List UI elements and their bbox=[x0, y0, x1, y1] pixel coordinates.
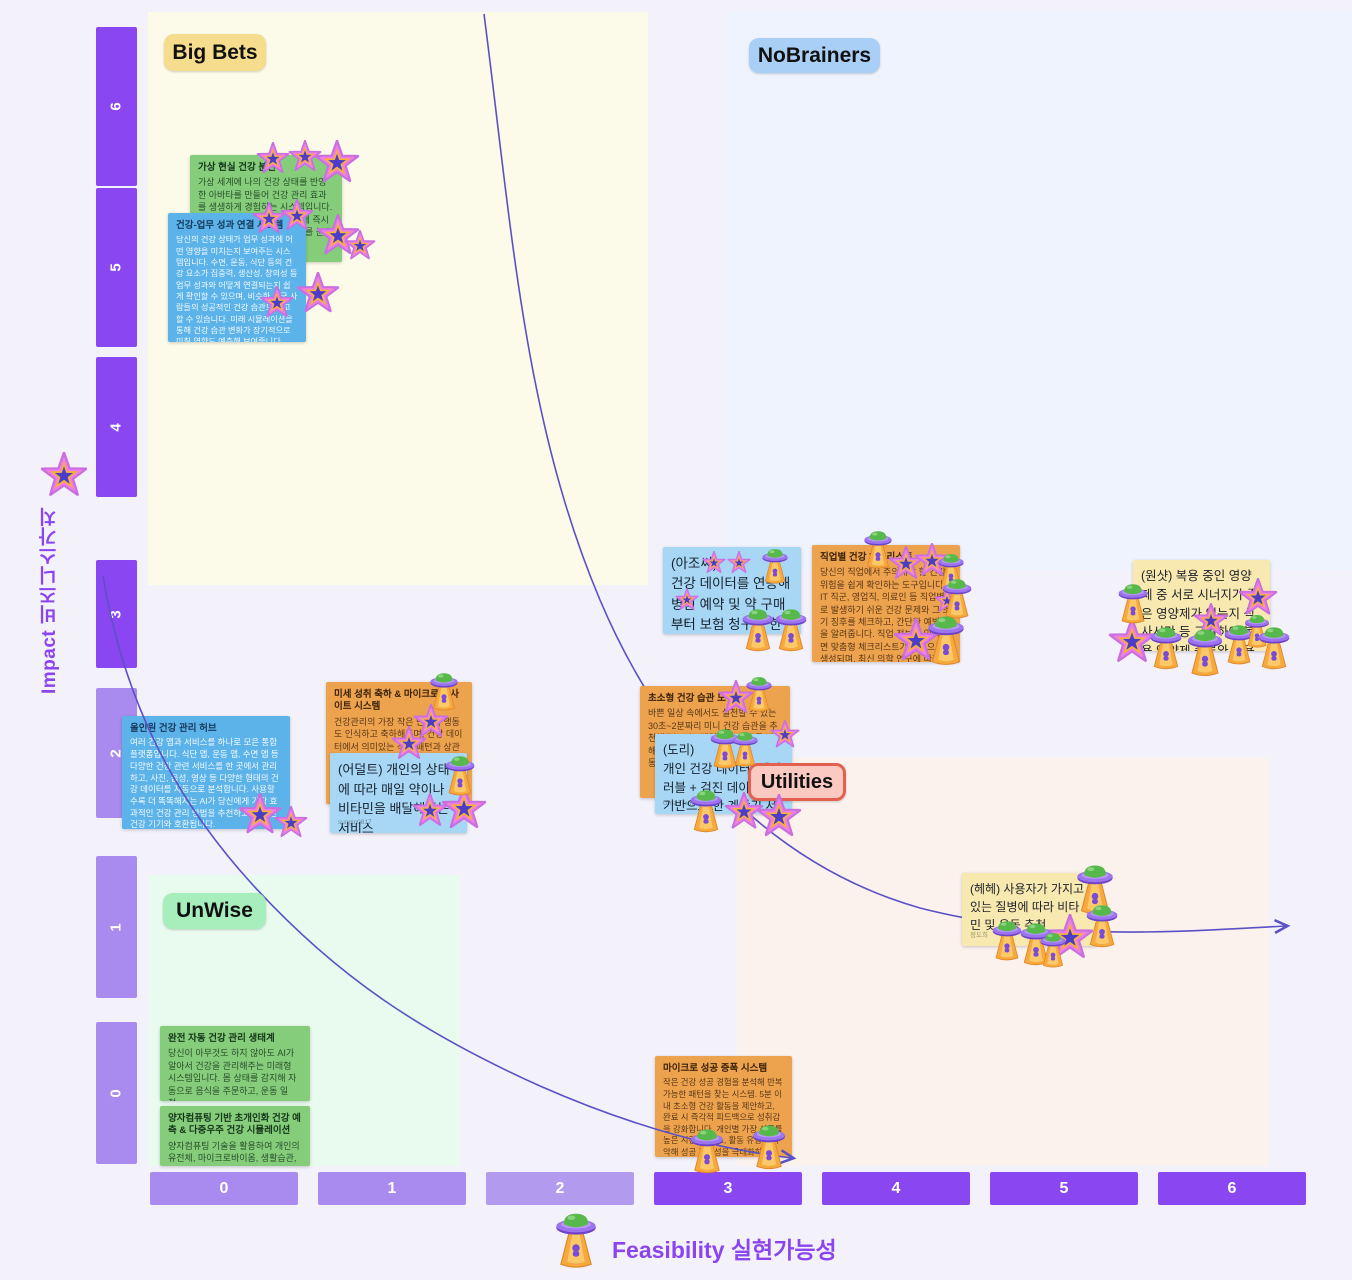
note-body: 양자컴퓨팅 기술을 활용하여 개인의 유전체, 마이크로바이옴, 생활습관, 환… bbox=[168, 1140, 300, 1166]
star-stamp-icon[interactable] bbox=[770, 720, 800, 750]
note-title: 가상 현실 건강 분신 bbox=[198, 162, 276, 173]
star-stamp-icon[interactable] bbox=[260, 286, 294, 320]
x-tick-5: 5 bbox=[990, 1172, 1138, 1205]
note-title: 건강-업무 성과 연결 시스템 bbox=[176, 220, 284, 231]
y-axis-label: Impact 비즈니스가치 bbox=[39, 506, 60, 694]
ufo-stamp-icon[interactable] bbox=[730, 731, 760, 768]
ufo-stamp-icon[interactable] bbox=[773, 608, 809, 653]
label-unwise[interactable]: UnWise bbox=[163, 893, 266, 929]
ufo-stamp-icon[interactable] bbox=[428, 672, 460, 712]
note-title: 올인원 건강 관리 허브 bbox=[130, 723, 217, 734]
ufo-stamp-icon[interactable] bbox=[760, 548, 790, 585]
x-tick-0: 0 bbox=[150, 1172, 298, 1205]
y-tick-5: 5 bbox=[96, 188, 137, 347]
ufo-stamp-icon[interactable] bbox=[688, 789, 724, 834]
x-tick-3: 3 bbox=[654, 1172, 802, 1205]
ufo-icon bbox=[552, 1212, 600, 1270]
y-tick-1: 1 bbox=[96, 856, 137, 998]
star-stamp-icon[interactable] bbox=[256, 142, 290, 176]
star-stamp-icon[interactable] bbox=[296, 272, 340, 316]
label-nobrainers[interactable]: NoBrainers bbox=[749, 38, 880, 73]
ufo-stamp-icon[interactable] bbox=[443, 755, 477, 797]
x-tick-4: 4 bbox=[822, 1172, 970, 1205]
x-tick-2: 2 bbox=[486, 1172, 634, 1205]
note-author: sungin0817 bbox=[338, 819, 372, 827]
x-axis-label: Feasibility 실현가능성 bbox=[612, 1237, 837, 1263]
ufo-stamp-icon[interactable] bbox=[1116, 583, 1150, 625]
quadrant-utilities bbox=[737, 758, 1268, 1166]
star-stamp-icon[interactable] bbox=[314, 140, 360, 186]
x-tick-1: 1 bbox=[318, 1172, 466, 1205]
label-big-bets[interactable]: Big Bets bbox=[164, 34, 266, 71]
note-auto-eco[interactable]: 완전 자동 건강 관리 생태계 당신이 아무것도 하지 않아도 AI가 알아서 … bbox=[160, 1026, 310, 1101]
ufo-stamp-icon[interactable] bbox=[1148, 626, 1184, 671]
x-tick-6: 6 bbox=[1158, 1172, 1306, 1205]
ufo-stamp-icon[interactable] bbox=[1185, 628, 1225, 678]
star-stamp-icon[interactable] bbox=[280, 199, 314, 233]
note-title: 마이크로 성공 증폭 시스템 bbox=[663, 1063, 768, 1074]
star-stamp-icon[interactable] bbox=[274, 806, 308, 840]
ufo-stamp-icon[interactable] bbox=[1038, 932, 1068, 969]
note-author: 정도희 bbox=[970, 932, 988, 940]
ufo-stamp-icon[interactable] bbox=[1256, 626, 1292, 671]
star-stamp-icon[interactable] bbox=[756, 794, 802, 840]
star-stamp-icon[interactable] bbox=[702, 551, 726, 575]
ufo-stamp-icon[interactable] bbox=[940, 578, 974, 620]
star-stamp-icon[interactable] bbox=[1238, 578, 1278, 618]
ufo-stamp-icon[interactable] bbox=[688, 1128, 726, 1175]
star-stamp-icon[interactable] bbox=[727, 551, 751, 575]
ufo-stamp-icon[interactable] bbox=[740, 608, 776, 653]
ufo-stamp-icon[interactable] bbox=[862, 530, 894, 570]
ufo-stamp-icon[interactable] bbox=[1084, 904, 1120, 949]
y-tick-3: 3 bbox=[96, 560, 137, 668]
note-quantum[interactable]: 양자컴퓨팅 기반 초개인화 건강 예측 & 다중우주 건강 시뮬레이션 양자컴퓨… bbox=[160, 1106, 310, 1166]
note-work-link[interactable]: 건강-업무 성과 연결 시스템 당신의 건강 상태가 업무 성과에 어떤 영향을… bbox=[168, 213, 306, 342]
star-stamp-icon[interactable] bbox=[391, 726, 427, 762]
star-stamp-icon[interactable] bbox=[344, 230, 376, 262]
y-tick-4: 4 bbox=[96, 357, 137, 497]
star-icon bbox=[40, 452, 88, 500]
y-tick-0: 0 bbox=[96, 1022, 137, 1164]
note-title: 완전 자동 건강 관리 생태계 bbox=[168, 1033, 275, 1044]
ufo-stamp-icon[interactable] bbox=[925, 615, 967, 667]
note-title: 양자컴퓨팅 기반 초개인화 건강 예측 & 다중우주 건강 시뮬레이션 bbox=[168, 1113, 301, 1137]
y-tick-6: 6 bbox=[96, 27, 137, 186]
ufo-stamp-icon[interactable] bbox=[744, 676, 774, 713]
ufo-stamp-icon[interactable] bbox=[990, 920, 1024, 962]
ufo-stamp-icon[interactable] bbox=[750, 1124, 788, 1171]
quadrant-nobrainers bbox=[728, 12, 1352, 570]
note-body: 당신의 건강 상태가 업무 성과에 어떤 영향을 미치는지 보여주는 시스템입니… bbox=[176, 235, 298, 342]
note-author: 김성희 bbox=[671, 620, 689, 628]
star-stamp-icon[interactable] bbox=[675, 588, 699, 612]
note-body: 당신이 아무것도 하지 않아도 AI가 알아서 건강을 관리해주는 미래형 시스… bbox=[168, 1048, 297, 1101]
